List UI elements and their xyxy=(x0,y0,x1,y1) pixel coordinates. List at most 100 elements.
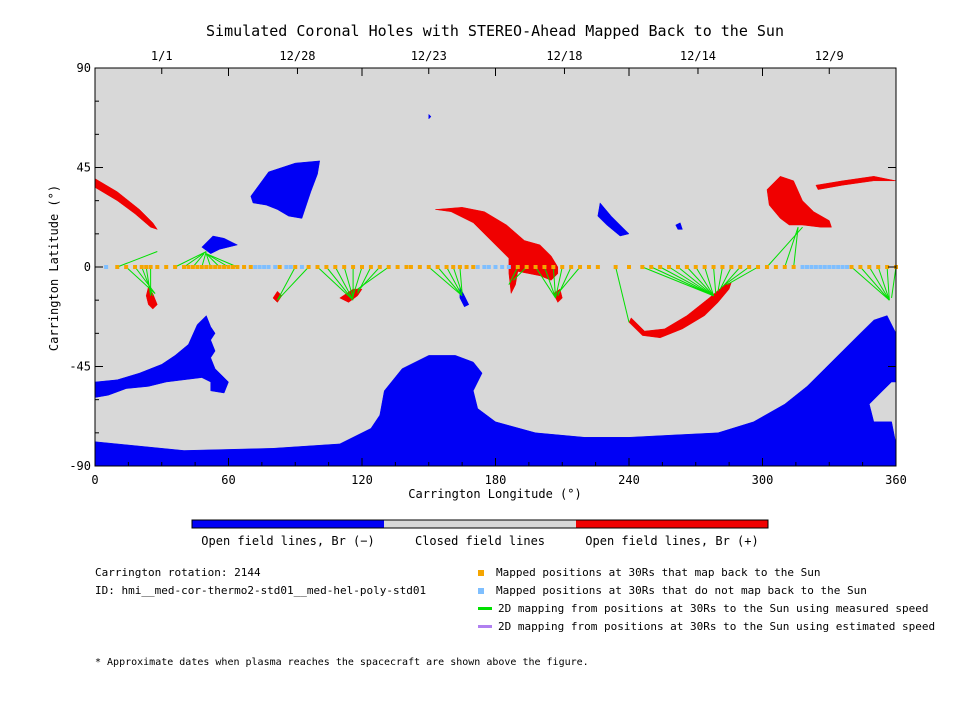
mapping-line-measured xyxy=(552,266,557,298)
coronal-hole-negative xyxy=(675,222,683,230)
position-maps-back xyxy=(595,265,600,269)
position-maps-back xyxy=(208,265,213,269)
position-maps-back xyxy=(242,265,247,269)
position-maps-back xyxy=(173,265,178,269)
position-maps-back xyxy=(324,265,329,269)
coronal-hole-negative xyxy=(94,315,897,467)
position-no-map-back xyxy=(266,265,271,269)
mapping-line-measured xyxy=(277,266,296,301)
mapping-line-measured xyxy=(459,266,463,294)
x-tick-label: 120 xyxy=(351,473,373,487)
mapping-line-measured xyxy=(352,266,363,296)
mapping-line-measured xyxy=(205,253,220,268)
position-maps-back xyxy=(627,265,631,269)
mapping-line-measured xyxy=(717,266,723,292)
position-maps-back xyxy=(277,265,282,269)
mapping-line-measured xyxy=(117,251,158,268)
position-no-map-back xyxy=(262,265,267,269)
colorbar-segment xyxy=(384,520,576,528)
y-tick-label: -90 xyxy=(69,459,91,473)
mapping-line-measured xyxy=(659,266,714,297)
position-maps-back xyxy=(408,265,413,269)
position-no-map-back xyxy=(840,265,845,269)
position-maps-back xyxy=(885,265,890,269)
mapping-line-measured xyxy=(205,253,212,268)
x-tick-label: 240 xyxy=(618,473,640,487)
position-maps-back xyxy=(586,265,591,269)
x-tick-label: 180 xyxy=(485,473,507,487)
mapping-line-measured xyxy=(357,266,381,292)
position-maps-back xyxy=(684,265,689,269)
position-maps-back xyxy=(560,265,565,269)
position-maps-back xyxy=(293,265,298,269)
position-no-map-back xyxy=(253,265,258,269)
chart-title: Simulated Coronal Holes with STEREO-Ahea… xyxy=(206,22,784,40)
mapping-line-measured xyxy=(651,266,714,297)
position-maps-back xyxy=(155,265,160,269)
position-maps-back xyxy=(764,265,769,269)
position-maps-back xyxy=(782,265,787,269)
mapping-line-measured xyxy=(877,266,890,301)
position-maps-back xyxy=(524,265,529,269)
position-maps-back xyxy=(729,265,734,269)
position-no-map-back xyxy=(288,265,293,269)
position-maps-back xyxy=(667,265,672,269)
x-axis-label: Carrington Longitude (°) xyxy=(408,487,581,501)
axes: 0 60 120 180 240 300 360 -90 -45 0 45 90 1/1 12/28 12/… xyxy=(69,49,907,487)
mapping-line-measured xyxy=(851,266,890,301)
mapping-line-measured xyxy=(343,266,354,299)
mapping-line-measured xyxy=(793,227,799,268)
y-axis-label: Carrington Latitude (°) xyxy=(47,185,61,351)
position-maps-back xyxy=(417,265,422,269)
position-maps-back xyxy=(226,265,231,269)
position-maps-back xyxy=(164,265,169,269)
position-maps-back xyxy=(649,265,654,269)
position-maps-back xyxy=(756,265,761,269)
position-maps-back xyxy=(464,265,469,269)
mapping-line-measured xyxy=(145,266,152,296)
position-no-map-back xyxy=(809,265,814,269)
position-maps-back xyxy=(351,265,356,269)
mapping-line-measured xyxy=(677,266,714,297)
position-maps-back xyxy=(435,265,440,269)
mapping-line-measured xyxy=(726,266,759,286)
position-maps-back xyxy=(711,265,716,269)
y-tick-label: -45 xyxy=(69,360,91,374)
position-maps-back xyxy=(222,265,227,269)
position-no-map-back xyxy=(822,265,827,269)
mapping-line-measured xyxy=(508,266,519,285)
position-maps-back xyxy=(551,265,556,269)
position-no-map-back xyxy=(805,265,809,269)
mapping-line-measured xyxy=(766,226,803,268)
position-maps-back xyxy=(773,265,778,269)
position-maps-back xyxy=(333,265,338,269)
mapping-line-measured xyxy=(446,266,463,296)
position-maps-back xyxy=(876,265,881,269)
mapping-line-measured xyxy=(642,266,714,297)
mapping-line-measured xyxy=(615,266,630,323)
x-tick-label: 60 xyxy=(221,473,235,487)
mapping-line-measured xyxy=(452,266,463,294)
position-no-map-back xyxy=(104,265,109,269)
mapping-line-measured xyxy=(334,266,354,301)
colorbar-segment xyxy=(192,520,384,528)
legend-item: 2D mapping from positions at 30Rs to the… xyxy=(478,602,928,615)
position-maps-back xyxy=(444,265,449,269)
mapping-line-measured xyxy=(317,266,354,301)
position-maps-back xyxy=(133,265,138,269)
position-maps-back xyxy=(640,265,645,269)
colorbar-label: Open field lines, Br (+) xyxy=(585,534,758,548)
position-no-map-back xyxy=(493,265,498,269)
position-no-map-back xyxy=(500,265,505,269)
position-maps-back xyxy=(144,265,149,269)
coronal-hole-negative xyxy=(428,113,432,120)
colorbar: Open field lines, Br (−) Closed field lin… xyxy=(191,519,769,548)
position-maps-back xyxy=(342,265,347,269)
date-tick-label: 12/9 xyxy=(815,49,844,63)
position-maps-back xyxy=(791,265,796,269)
mapping-line-measured xyxy=(668,266,714,297)
position-maps-back xyxy=(248,265,253,269)
position-maps-back xyxy=(569,265,574,269)
position-maps-back xyxy=(693,265,698,269)
legend-label: Mapped positions at 30Rs that map back t… xyxy=(496,566,821,579)
